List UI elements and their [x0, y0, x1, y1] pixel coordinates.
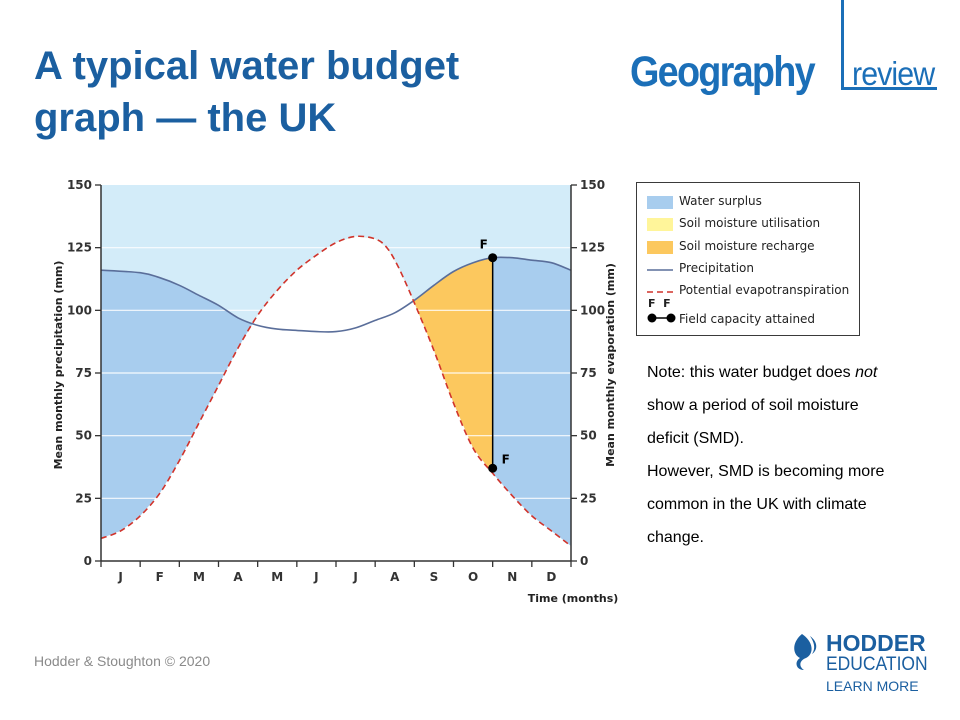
- y-tick-label-right: 25: [580, 491, 597, 505]
- note-line-5: common in the UK with climate: [647, 496, 867, 513]
- hodder-swirl-icon: [794, 634, 817, 670]
- legend-item-field-capacity: F F Field capacity attained: [637, 297, 859, 333]
- legend-label: Precipitation: [679, 261, 755, 275]
- y-tick-label-left: 150: [67, 178, 92, 192]
- legend-item-precipitation: Precipitation: [637, 260, 859, 280]
- title-line-2: graph — the UK: [34, 96, 337, 140]
- page-title: A typical water budget graph — the UK: [34, 40, 459, 144]
- logo-vertical-rule: [841, 0, 844, 90]
- legend-label: Water surplus: [679, 194, 762, 208]
- note-line-6: change.: [647, 529, 704, 546]
- y-tick-label-right: 75: [580, 366, 597, 380]
- legend-label: Field capacity attained: [679, 312, 816, 326]
- note-line-4: However, SMD is becoming more: [647, 463, 885, 480]
- soil-moisture-utilisation-swatch: [647, 218, 673, 231]
- logo-geography-text: Geography: [630, 48, 816, 96]
- logo-underline-rule: [841, 87, 937, 90]
- x-tick-label: S: [430, 570, 439, 584]
- copyright-footer: Hodder & Stoughton © 2020: [34, 653, 211, 669]
- y-tick-label-left: 0: [84, 554, 92, 568]
- x-tick-label: M: [271, 570, 283, 584]
- y-tick-label-right: 125: [580, 241, 605, 255]
- x-tick-label: A: [233, 570, 243, 584]
- legend-item-water-surplus: Water surplus: [637, 193, 859, 213]
- field-capacity-dot-top: [488, 253, 498, 263]
- y-tick-label-left: 50: [75, 429, 92, 443]
- x-tick-label: J: [352, 570, 357, 584]
- x-tick-label: N: [507, 570, 517, 584]
- field-capacity-marker-letters: F F: [648, 297, 671, 310]
- soil-moisture-recharge-swatch: [647, 241, 673, 254]
- title-line-1: A typical water budget: [34, 44, 460, 88]
- note-emphasis: not: [855, 364, 878, 381]
- x-axis-label: Time (months): [528, 592, 619, 605]
- precipitation-line-icon: [647, 269, 673, 271]
- hodder-education-logo[interactable]: HODDER EDUCATION LEARN MORE: [788, 630, 938, 700]
- note-text: Note: this water budget does not show a …: [647, 356, 947, 554]
- legend-item-soil-moisture-utilisation: Soil moisture utilisation: [637, 215, 859, 235]
- x-tick-label: J: [117, 570, 122, 584]
- water-surplus-swatch: [647, 196, 673, 209]
- area-soil-moisture-recharge: [413, 257, 493, 474]
- y-tick-label-left: 125: [67, 241, 92, 255]
- legend-label: Soil moisture utilisation: [679, 216, 821, 230]
- y-tick-label-right: 50: [580, 429, 597, 443]
- y-tick-label-right: 0: [580, 554, 588, 568]
- y-axis-label-left: Mean monthly precipitation (mm): [52, 261, 65, 470]
- x-tick-label: F: [156, 570, 164, 584]
- legend-item-potential-evapotranspiration: Potential evapotranspiration: [637, 282, 859, 302]
- area-below-evapotranspiration: [101, 236, 571, 561]
- y-tick-label-left: 75: [75, 366, 92, 380]
- legend-label: Potential evapotranspiration: [679, 283, 850, 297]
- y-tick-label-right: 150: [580, 178, 605, 192]
- y-tick-label-right: 100: [580, 303, 605, 317]
- field-capacity-label-top: F: [480, 238, 488, 252]
- x-tick-label: M: [193, 570, 205, 584]
- x-tick-label: D: [546, 570, 556, 584]
- note-line-2: show a period of soil moisture: [647, 397, 859, 414]
- hodder-education-text: EDUCATION: [826, 654, 928, 675]
- x-tick-label: J: [313, 570, 318, 584]
- logo-review-text: review: [852, 55, 935, 92]
- learn-more-link[interactable]: LEARN MORE: [826, 678, 919, 694]
- field-capacity-marker: FF: [480, 238, 510, 473]
- y-tick-label-left: 25: [75, 491, 92, 505]
- note-line-1: Note: this water budget does: [647, 364, 856, 381]
- legend-label: Soil moisture recharge: [679, 239, 815, 253]
- chart-legend: Water surplus Soil moisture utilisation …: [636, 182, 860, 336]
- note-line-3: deficit (SMD).: [647, 430, 744, 447]
- axes: 0 0 25 25 50 50 75 75 100 100 125 125 150 150 J F M A M J J A…: [67, 178, 605, 584]
- y-tick-label-left: 100: [67, 303, 92, 317]
- y-axis-label-right: Mean monthly evaporation (mm): [604, 263, 617, 467]
- field-capacity-label-bottom: F: [502, 452, 510, 466]
- field-capacity-dot-bottom: [488, 463, 498, 473]
- hodder-name-text: HODDER: [826, 630, 926, 656]
- evapotranspiration-dashed-line-icon: [647, 291, 673, 293]
- geography-review-logo: Geography review: [630, 0, 940, 100]
- dumbbell-icon: [647, 313, 676, 323]
- x-tick-label: O: [468, 570, 478, 584]
- legend-item-soil-moisture-recharge: Soil moisture recharge: [637, 238, 859, 258]
- x-tick-label: A: [390, 570, 400, 584]
